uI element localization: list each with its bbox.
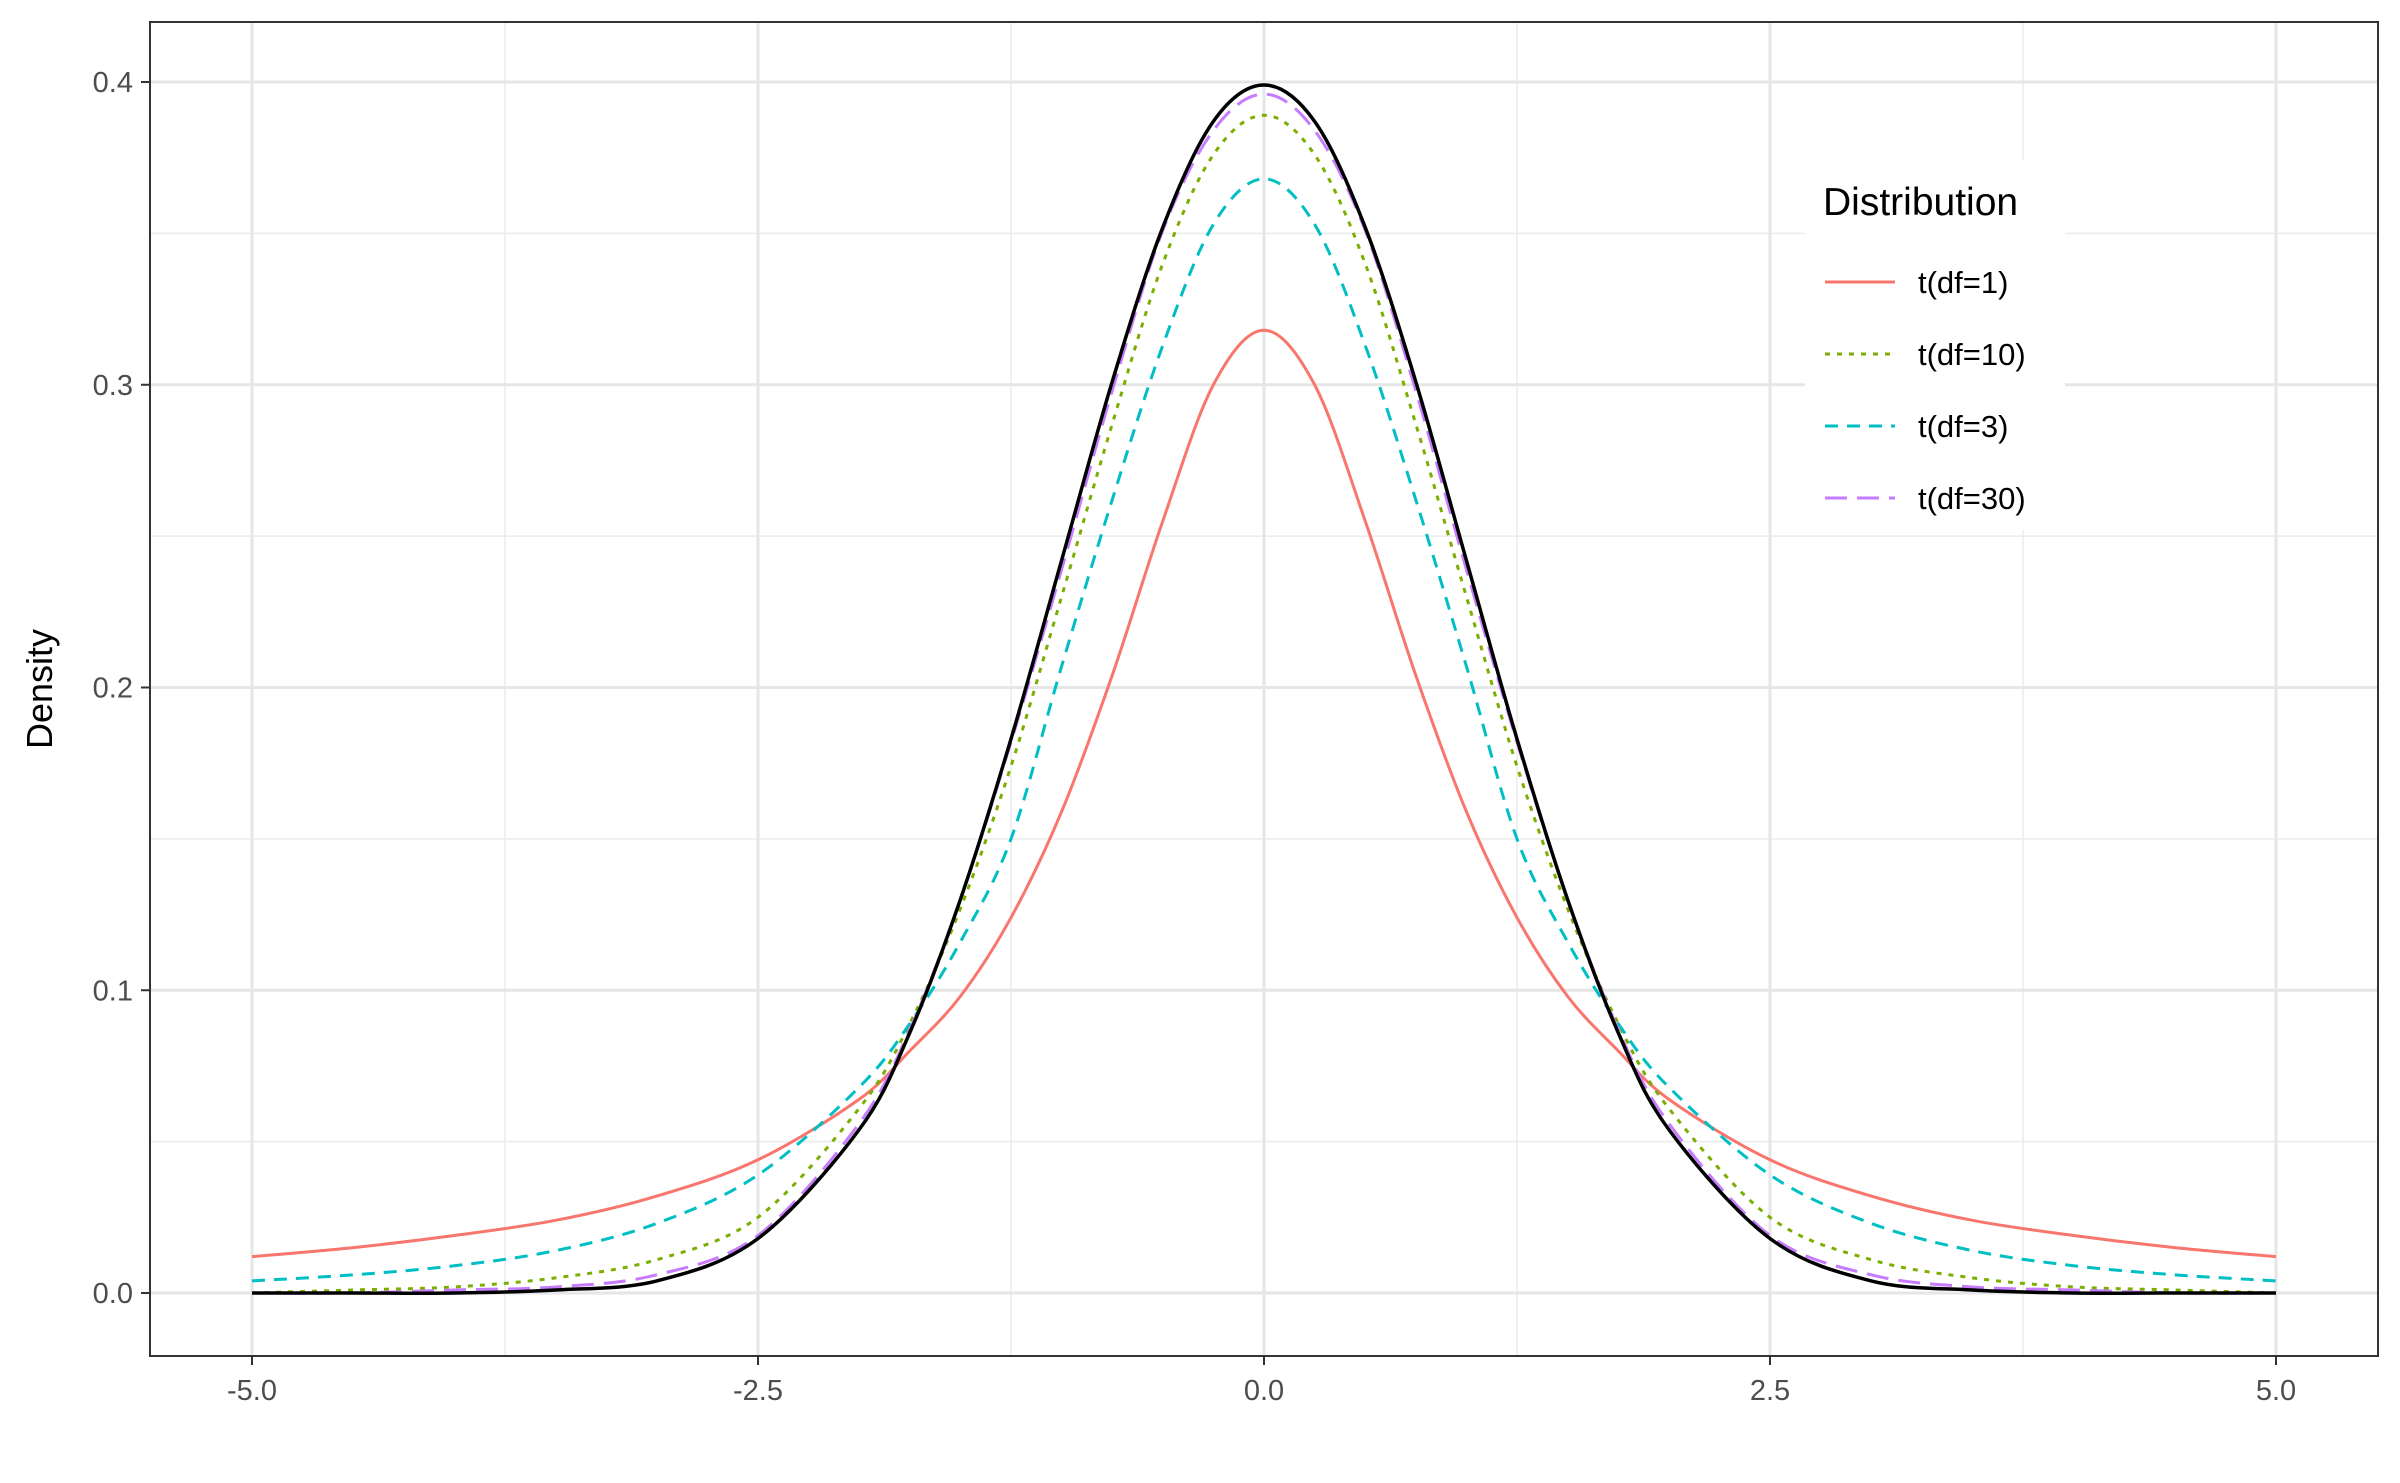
y-tick-label: 0.2 xyxy=(93,673,133,705)
y-tick-label: 0.1 xyxy=(93,975,133,1007)
legend-entry: t(df=1) xyxy=(1825,265,2008,300)
x-tick-label: 5.0 xyxy=(2256,1375,2296,1407)
series-line-normal xyxy=(252,83,2276,1295)
legend-title: Distribution xyxy=(1823,181,2018,224)
legend-label: t(df=1) xyxy=(1918,265,2008,300)
x-tick-label: 2.5 xyxy=(1750,1375,1790,1407)
series-line-t-df-3 xyxy=(251,177,2277,1283)
legend-label: t(df=10) xyxy=(1918,337,2026,372)
x-tick-label: -2.5 xyxy=(733,1375,783,1407)
axes: -5.0 -2.5 0.0 2.5 5.0 0.0 0.1 0.2 0.3 0.4 xyxy=(93,67,2296,1407)
legend: Distribution t(df=1) t(df=10) t(df=3) t(df=… xyxy=(1805,160,2065,530)
series-line-t-df-10 xyxy=(251,113,2277,1295)
series-line-t-df-1 xyxy=(251,328,2277,1259)
y-tick-label: 0.4 xyxy=(93,67,133,99)
series-line-t-df-30 xyxy=(251,92,2277,1295)
series-lines xyxy=(251,83,2277,1295)
x-tick-label: -5.0 xyxy=(227,1375,277,1407)
legend-label: t(df=30) xyxy=(1918,481,2026,516)
legend-label: t(df=3) xyxy=(1918,409,2008,444)
legend-entry: t(df=10) xyxy=(1825,337,2026,372)
y-axis-title: Density xyxy=(19,629,60,749)
legend-entry: t(df=3) xyxy=(1825,409,2008,444)
legend-entry: t(df=30) xyxy=(1825,481,2026,516)
y-tick-label: 0.3 xyxy=(93,370,133,402)
legend-background xyxy=(1805,160,2065,530)
y-tick-label: 0.0 xyxy=(93,1278,133,1310)
x-tick-label: 0.0 xyxy=(1244,1375,1284,1407)
